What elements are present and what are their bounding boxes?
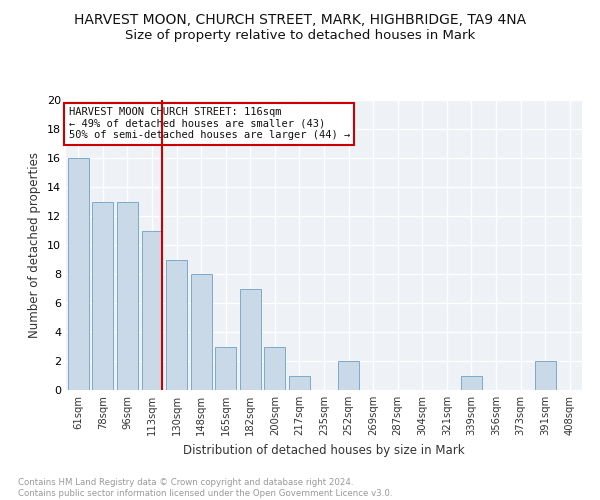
X-axis label: Distribution of detached houses by size in Mark: Distribution of detached houses by size … — [183, 444, 465, 456]
Bar — [92, 202, 113, 390]
Bar — [338, 361, 359, 390]
Bar — [142, 230, 163, 390]
Bar — [117, 202, 138, 390]
Bar — [240, 288, 261, 390]
Bar — [68, 158, 89, 390]
Text: HARVEST MOON, CHURCH STREET, MARK, HIGHBRIDGE, TA9 4NA: HARVEST MOON, CHURCH STREET, MARK, HIGHB… — [74, 12, 526, 26]
Bar — [265, 346, 286, 390]
Bar — [289, 376, 310, 390]
Bar — [461, 376, 482, 390]
Bar — [535, 361, 556, 390]
Text: Size of property relative to detached houses in Mark: Size of property relative to detached ho… — [125, 29, 475, 42]
Y-axis label: Number of detached properties: Number of detached properties — [28, 152, 41, 338]
Text: HARVEST MOON CHURCH STREET: 116sqm
← 49% of detached houses are smaller (43)
50%: HARVEST MOON CHURCH STREET: 116sqm ← 49%… — [68, 108, 350, 140]
Text: Contains HM Land Registry data © Crown copyright and database right 2024.
Contai: Contains HM Land Registry data © Crown c… — [18, 478, 392, 498]
Bar — [191, 274, 212, 390]
Bar — [215, 346, 236, 390]
Bar — [166, 260, 187, 390]
